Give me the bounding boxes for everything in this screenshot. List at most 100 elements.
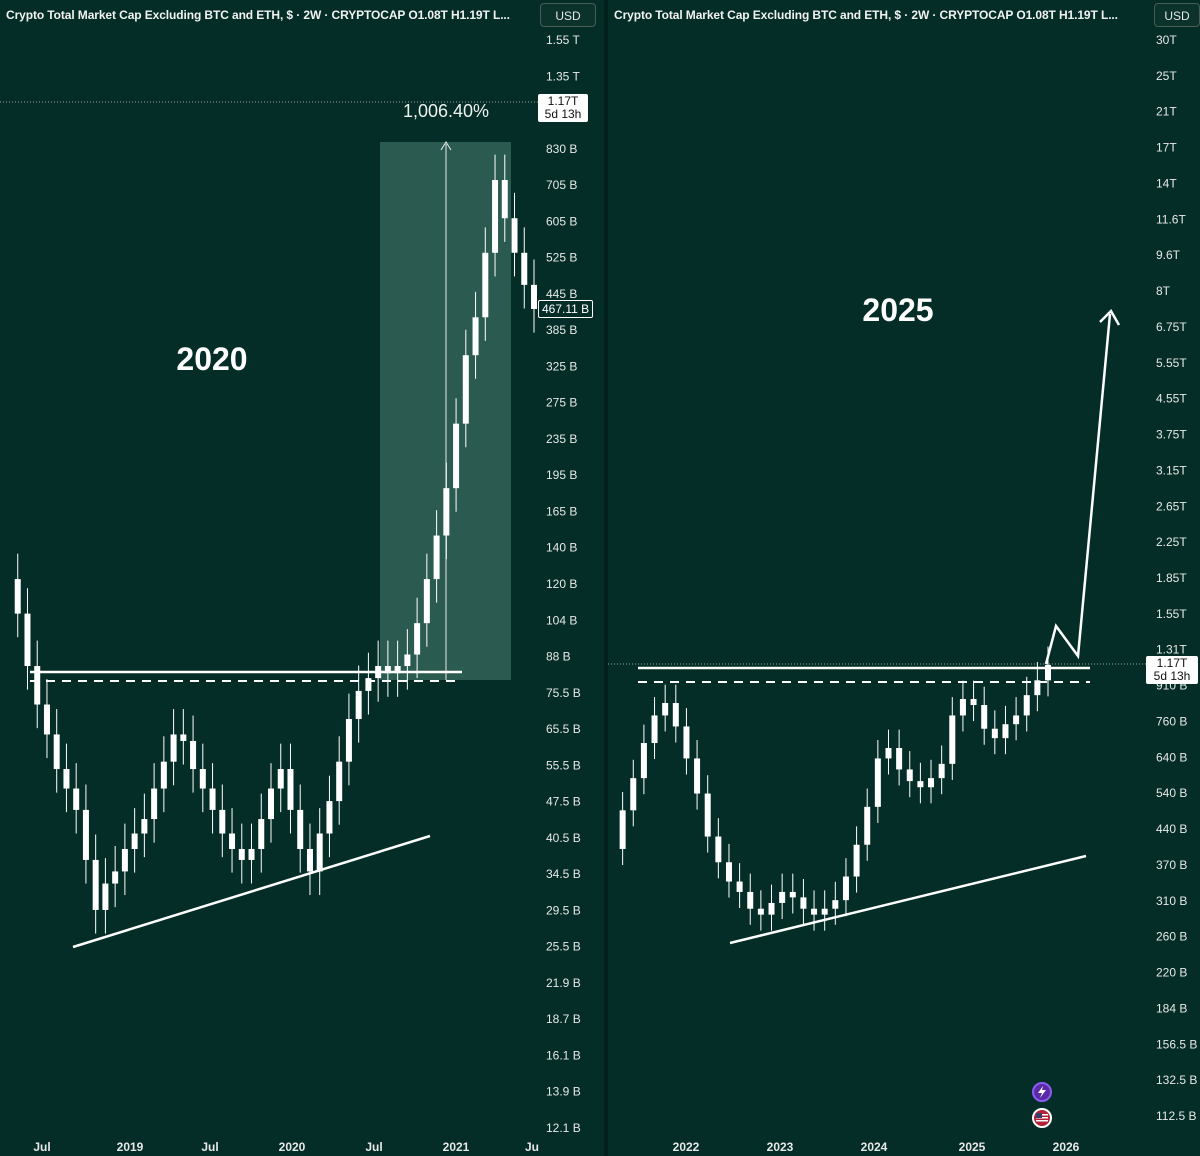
panel-divider — [604, 0, 608, 1156]
y-tick-label: 21.9 B — [546, 976, 581, 990]
y-tick-label: 184 B — [1156, 1001, 1187, 1015]
price-badge: 1.17T 5d 13h — [538, 94, 588, 122]
y-tick-label: 4.55T — [1156, 392, 1187, 406]
x-tick-label: 2025 — [959, 1140, 986, 1154]
candle-body — [651, 715, 658, 744]
candle-body — [800, 897, 807, 909]
y-tick-label: 325 B — [546, 359, 577, 373]
y-tick-label: 40.5 B — [546, 831, 581, 845]
currency-button[interactable]: USD — [1154, 3, 1200, 27]
candle-body — [1045, 664, 1051, 681]
trendline — [72, 834, 431, 949]
y-tick-label: 445 B — [546, 287, 577, 301]
candle-body — [949, 715, 956, 764]
candle-body — [277, 769, 284, 789]
y-tick-label: 370 B — [1156, 858, 1187, 872]
chart-panel-right[interactable]: Crypto Total Market Cap Excluding BTC an… — [608, 0, 1200, 1156]
y-tick-label: 8T — [1156, 284, 1171, 298]
candle-body — [896, 748, 903, 770]
y-tick-label: 3.15T — [1156, 463, 1187, 477]
candle-body — [630, 778, 637, 811]
candle-body — [229, 833, 236, 849]
candle-body — [736, 881, 743, 892]
candle-body — [928, 778, 935, 788]
candle-body — [531, 284, 537, 309]
candle-body — [258, 819, 265, 849]
lightning-icon[interactable] — [1032, 1082, 1052, 1102]
y-tick-label: 9.6T — [1156, 248, 1181, 262]
candle-body — [160, 761, 167, 789]
candle-body — [306, 848, 313, 872]
candle-body — [141, 819, 148, 834]
candle-body — [24, 613, 31, 666]
y-tick-label: 25T — [1156, 69, 1177, 83]
candle-body — [821, 908, 828, 915]
candle-body — [768, 902, 775, 915]
candle-body — [443, 488, 450, 536]
price-badge-countdown: 5d 13h — [544, 107, 582, 121]
candle-body — [672, 703, 679, 727]
y-tick-label: 18.7 B — [546, 1012, 581, 1026]
chart-canvas-right[interactable]: 30T 25T 21T 17T 14T 11.6T 9.6T 8T 6.75T 5.55T 4.55… — [608, 0, 1200, 1156]
y-tick-label: 6.75T — [1156, 320, 1187, 334]
candle-body — [297, 809, 304, 849]
last-price-badge: 467.11 B — [538, 300, 594, 318]
us-flag-icon[interactable] — [1032, 1108, 1052, 1128]
candle-body — [874, 758, 881, 807]
candle-body — [345, 718, 352, 762]
candle-body — [521, 252, 528, 285]
candle-body — [199, 769, 206, 789]
price-badge-value: 1.17T — [547, 94, 579, 108]
y-tick-label: 235 B — [546, 432, 577, 446]
candle-body — [316, 833, 323, 872]
candle-body — [832, 900, 839, 909]
candle-body — [268, 788, 274, 820]
y-tick-label: 1.31T — [1156, 643, 1187, 657]
y-tick-label: 14T — [1156, 176, 1177, 190]
candle-body — [121, 848, 128, 872]
candle-body — [355, 690, 362, 719]
candle-body — [1034, 680, 1041, 696]
candle-body — [92, 859, 99, 910]
x-tick-label: Jul — [33, 1140, 50, 1154]
candle-body — [248, 848, 255, 860]
y-tick-label: 88 B — [546, 650, 571, 664]
y-tick-label: 1.85T — [1156, 571, 1187, 585]
candle-body — [384, 665, 391, 674]
candle-body — [82, 809, 89, 860]
y-tick-label: 104 B — [546, 613, 577, 627]
y-tick-label: 760 B — [1156, 714, 1187, 728]
candle-body — [73, 788, 80, 810]
candle-body — [619, 810, 626, 849]
y-tick-label: 34.5 B — [546, 867, 581, 881]
projection-path — [1044, 313, 1112, 665]
x-tick-label: 2020 — [279, 1140, 306, 1154]
currency-button[interactable]: USD — [540, 3, 596, 27]
candle-body — [747, 891, 754, 909]
candle-body — [1002, 724, 1009, 739]
y-tick-label: 11.6T — [1156, 212, 1186, 226]
candle-body — [694, 758, 701, 794]
candle-body — [917, 781, 924, 788]
candle-body — [209, 788, 216, 810]
candle-body — [472, 317, 479, 356]
y-tick-label: 385 B — [546, 323, 577, 337]
percent-change-label: 1,006.40% — [403, 101, 489, 121]
candle-body — [715, 836, 722, 863]
x-tick-label: 2019 — [117, 1140, 144, 1154]
candle-body — [885, 748, 892, 759]
candle-body — [683, 726, 690, 759]
y-tick-label: 75.5 B — [546, 686, 581, 700]
x-tick-label: 2021 — [443, 1140, 470, 1154]
candle-body — [842, 876, 849, 901]
chart-panel-left[interactable]: Crypto Total Market Cap Excluding BTC an… — [0, 0, 604, 1156]
candle-body — [1013, 715, 1020, 725]
x-tick-label: 2023 — [767, 1140, 794, 1154]
y-tick-label: 310 B — [1156, 894, 1187, 908]
year-annotation: 2025 — [862, 292, 933, 328]
x-tick-label: Jul — [365, 1140, 382, 1154]
y-tick-label: 12.1 B — [546, 1121, 581, 1135]
candle-body — [789, 891, 796, 898]
candle-body — [326, 801, 333, 834]
